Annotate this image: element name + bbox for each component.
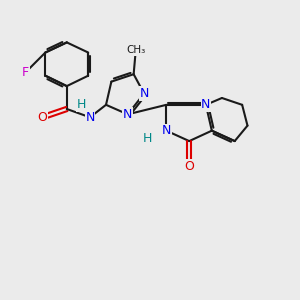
Text: O: O bbox=[38, 111, 47, 124]
Text: O: O bbox=[184, 160, 194, 173]
Text: H: H bbox=[142, 132, 152, 145]
Text: N: N bbox=[85, 111, 94, 124]
Text: H: H bbox=[76, 98, 86, 111]
Text: N: N bbox=[123, 108, 132, 121]
Text: F: F bbox=[22, 66, 29, 79]
Text: CH₃: CH₃ bbox=[126, 45, 146, 56]
Text: N: N bbox=[162, 124, 171, 137]
Text: N: N bbox=[140, 87, 149, 100]
Text: N: N bbox=[201, 98, 211, 111]
